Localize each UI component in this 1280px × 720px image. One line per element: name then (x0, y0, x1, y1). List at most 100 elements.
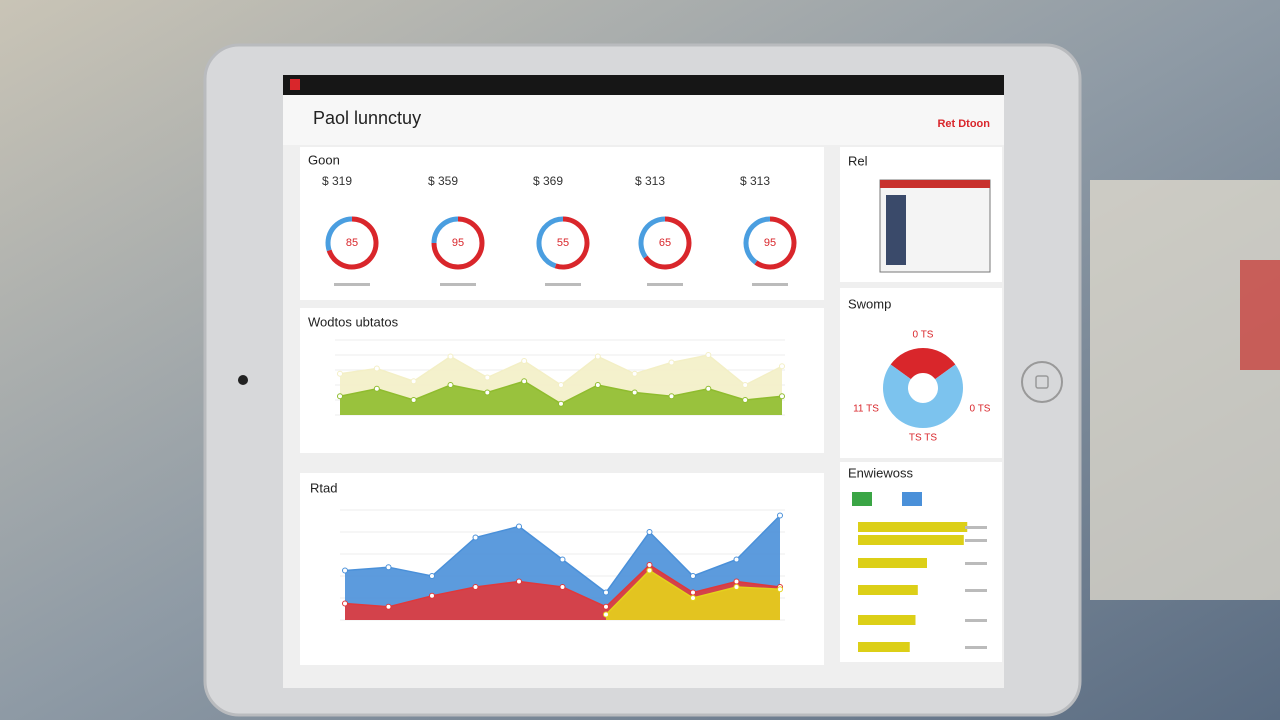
donut-track (431, 216, 459, 244)
point (337, 370, 343, 377)
pie-title: Swomp (848, 296, 891, 311)
kpi-caption (334, 283, 370, 286)
point (472, 584, 479, 590)
point (472, 534, 479, 541)
point (516, 523, 522, 530)
donut-center: 85 (346, 237, 358, 249)
point (668, 393, 675, 400)
point (410, 378, 417, 385)
legend-swatch (902, 492, 922, 506)
bar-caption (965, 646, 987, 649)
donut-track (325, 216, 353, 252)
bar-title: Enwiewoss (848, 465, 914, 480)
point (646, 567, 653, 574)
point (447, 353, 454, 360)
bar-chart (858, 522, 987, 652)
pie-label: TS TS (909, 433, 937, 444)
point (594, 353, 601, 360)
donut-track (536, 216, 564, 269)
point (742, 397, 749, 403)
point (373, 365, 380, 372)
kpi-value: $ 313 (635, 174, 665, 188)
app-icon (290, 79, 300, 90)
bar (858, 522, 968, 532)
donut-center: 65 (659, 237, 671, 249)
kpi-card (300, 147, 824, 300)
product-lid (880, 180, 990, 188)
kpi-value: $ 369 (533, 174, 563, 188)
header-action[interactable]: Ret Dtoon (937, 118, 990, 130)
point (668, 359, 675, 366)
point (342, 567, 348, 574)
point (603, 603, 609, 610)
point (558, 382, 564, 388)
background-object (1240, 260, 1280, 370)
donut-track (743, 216, 771, 265)
donut-arc (754, 216, 797, 270)
bar (858, 615, 916, 625)
point (484, 389, 491, 396)
point (779, 393, 785, 400)
point (733, 556, 740, 563)
donut-arc (326, 216, 379, 270)
wave-title: Wodtos ubtatos (308, 314, 399, 329)
pie-chart: 0 TS 11 TS 0 TS TS TS (853, 330, 991, 444)
bar-caption (965, 589, 987, 592)
header (283, 95, 1004, 145)
kpi-value: $ 319 (322, 174, 352, 188)
point (559, 556, 566, 563)
point (594, 382, 601, 388)
point (373, 385, 380, 392)
point (410, 397, 417, 403)
bar (858, 535, 964, 545)
kpi-caption (545, 283, 581, 286)
point (742, 382, 749, 388)
pie-label: 0 TS (913, 330, 934, 341)
kpi-caption (752, 283, 788, 286)
point (705, 385, 712, 392)
pie-label: 11 TS (853, 404, 879, 415)
point (733, 584, 740, 590)
pie-slice (890, 348, 956, 380)
legend-swatch (852, 492, 872, 506)
donut-arc (643, 216, 692, 270)
wave-chart (335, 339, 785, 416)
donut-arc (554, 216, 590, 270)
bar (858, 642, 910, 652)
point (484, 374, 491, 381)
donut-center: 55 (557, 237, 569, 249)
page-title: Paol lunnctuy (313, 108, 421, 128)
point (559, 584, 566, 590)
point (558, 400, 564, 407)
tablet-camera (238, 375, 248, 385)
point (516, 578, 522, 585)
point (603, 611, 609, 618)
home-button[interactable] (1021, 361, 1063, 403)
kpi-title: Goon (308, 152, 340, 167)
pie-label: 0 TS (970, 404, 991, 415)
point (779, 363, 785, 370)
pie-slice (883, 364, 964, 429)
kpi-caption (647, 283, 683, 286)
point (631, 389, 638, 396)
bar-caption (965, 562, 987, 565)
point (521, 358, 528, 364)
donut-center: 95 (452, 237, 464, 249)
area-fill (340, 381, 782, 415)
product-title: Rel (848, 153, 868, 168)
bar-caption (965, 539, 987, 542)
bar-caption (965, 526, 987, 529)
status-bar (283, 75, 1004, 95)
donut-arc (431, 216, 485, 270)
point (646, 562, 653, 568)
point (777, 512, 783, 519)
point (733, 578, 740, 585)
point (603, 589, 609, 596)
point (429, 592, 435, 599)
point (690, 573, 696, 579)
kpi-caption (440, 283, 476, 286)
area-fill (606, 570, 780, 620)
point (342, 600, 348, 607)
